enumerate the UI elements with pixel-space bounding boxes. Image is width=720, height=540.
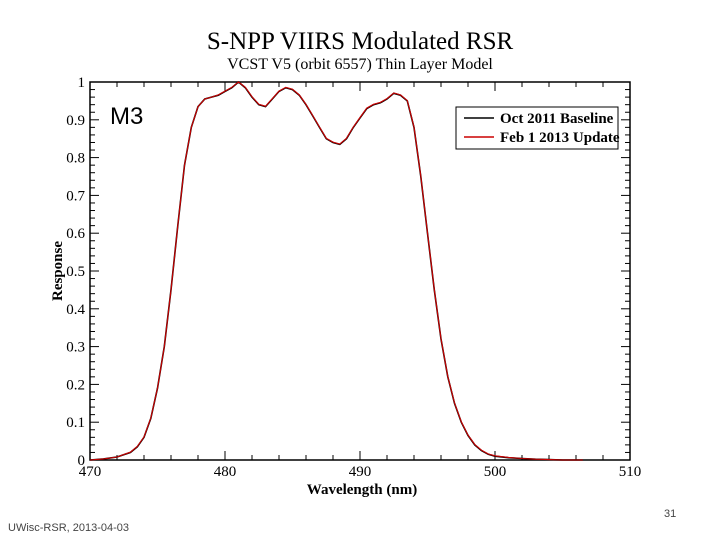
series-lines [89, 80, 583, 461]
y-tick-label: 0.9 [66, 113, 85, 129]
x-tick-label: 480 [214, 464, 237, 480]
y-tick-label: 1 [78, 75, 86, 91]
legend: Oct 2011 Baseline Feb 1 2013 Update [455, 106, 620, 150]
legend-label-update: Feb 1 2013 Update [500, 130, 620, 146]
chart-title: S-NPP VIIRS Modulated RSR [206, 28, 514, 55]
x-tick-label: 500 [484, 464, 507, 480]
y-tick-label: 0.1 [66, 415, 85, 431]
legend-label-baseline: Oct 2011 Baseline [500, 111, 614, 127]
y-tick-label: 0 [78, 453, 86, 469]
axis-ticks: 470 480 490 500 510 0 0.1 0.2 0.3 0.4 0.5 0.6 0.7 0.8… [66, 75, 641, 480]
legend-box [455, 106, 619, 150]
x-tick-label: 470 [79, 464, 102, 480]
page-number: 31 [664, 508, 677, 520]
y-tick-label: 0.8 [66, 151, 85, 167]
chart-subtitle: VCST V5 (orbit 6557) Thin Layer Model [227, 56, 493, 73]
band-label: M3 [110, 103, 143, 130]
footer-source: UWisc-RSR, 2013-04-03 [8, 522, 130, 534]
y-tick-label: 0.5 [66, 264, 85, 280]
y-tick-label: 0.2 [66, 377, 85, 393]
x-tick-label: 510 [619, 464, 642, 480]
y-axis-label: Response [50, 241, 66, 301]
y-tick-label: 0.7 [66, 188, 85, 204]
x-tick-label: 490 [349, 464, 372, 480]
series-line-update [89, 81, 583, 461]
y-tick-label: 0.4 [66, 302, 85, 318]
y-tick-label: 0.3 [66, 340, 85, 356]
y-tick-label: 0.6 [66, 226, 85, 242]
x-axis-label: Wavelength (nm) [307, 482, 417, 498]
